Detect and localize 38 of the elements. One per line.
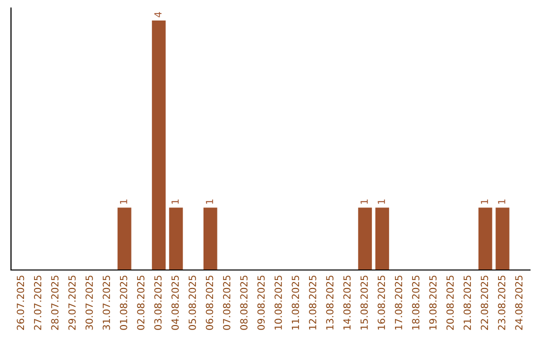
data-label: 1 xyxy=(378,200,385,204)
data-label: 1 xyxy=(498,200,506,204)
data-label: 1 xyxy=(360,200,368,204)
data-label: 1 xyxy=(480,200,488,204)
data-label: 1 xyxy=(206,200,214,204)
x-tick-label: 24.08.2025 xyxy=(515,276,523,330)
data-label: 1 xyxy=(120,200,128,204)
x-tick-label: 16.08.2025 xyxy=(378,276,386,330)
x-tick-label: 15.08.2025 xyxy=(360,276,368,330)
x-tick-label: 31.07.2025 xyxy=(102,276,110,330)
x-tick-label: 23.08.2025 xyxy=(498,276,506,330)
x-tick-label: 19.08.2025 xyxy=(429,276,437,330)
x-tick-label: 14.08.2025 xyxy=(343,276,351,330)
x-tick-label: 02.08.2025 xyxy=(137,276,144,330)
x-tick-label: 12.08.2025 xyxy=(308,276,316,330)
x-tick-label: 28.07.2025 xyxy=(51,276,59,330)
x-tick-label: 27.07.2025 xyxy=(34,276,42,330)
x-tick-label: 08.08.2025 xyxy=(240,276,248,330)
x-tick-label: 26.07.2025 xyxy=(16,276,24,330)
x-tick-label: 20.08.2025 xyxy=(446,276,454,330)
x-tick-label: 22.08.2025 xyxy=(480,276,488,330)
x-tick-label: 18.08.2025 xyxy=(412,276,420,330)
data-label: 4 xyxy=(154,12,162,18)
x-tick-label: 06.08.2025 xyxy=(206,276,214,330)
x-tick-label: 09.08.2025 xyxy=(257,276,265,330)
data-label: 1 xyxy=(172,200,179,204)
x-tick-label: 30.07.2025 xyxy=(86,276,93,330)
x-tick-label: 07.08.2025 xyxy=(223,276,230,330)
x-tick-label: 17.08.2025 xyxy=(394,276,402,330)
x-tick-label: 04.08.2025 xyxy=(171,276,179,330)
x-tick-label: 01.08.2025 xyxy=(120,276,128,330)
x-tick-label: 10.08.2025 xyxy=(274,276,282,330)
x-tick-label: 03.08.2025 xyxy=(154,276,162,330)
x-tick-label: 21.08.2025 xyxy=(464,276,471,330)
x-tick-label: 05.08.2025 xyxy=(188,276,196,330)
x-tick-label: 13.08.2025 xyxy=(326,276,334,330)
x-tick-label: 11.08.2025 xyxy=(292,276,300,330)
x-tick-label: 29.07.2025 xyxy=(68,276,76,330)
